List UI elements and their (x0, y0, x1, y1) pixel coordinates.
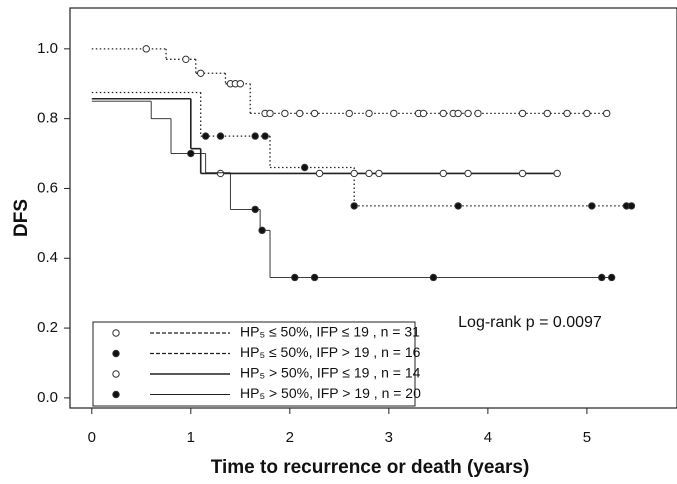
censor-marker (296, 109, 304, 118)
legend-marker (112, 370, 120, 378)
censor-marker (588, 202, 596, 210)
censor-marker (345, 109, 353, 118)
censor-marker (563, 109, 571, 118)
censor-marker (607, 273, 616, 282)
x-tick-label: 0 (88, 429, 96, 446)
censor-marker (315, 169, 324, 178)
censor-marker (429, 273, 438, 282)
censor-marker (350, 202, 358, 210)
y-tick-label: 0.8 (37, 110, 58, 127)
censor-marker (439, 109, 448, 118)
legend-marker (112, 329, 120, 337)
censor-marker (310, 109, 319, 118)
censor-marker (464, 169, 472, 178)
censor-marker (216, 169, 225, 178)
censor-marker (258, 226, 266, 235)
censor-marker (300, 163, 309, 172)
censor-marker (390, 109, 398, 118)
legend-text: HP₅ > 50%, IFP > 19 , n = 20 (240, 385, 421, 401)
censor-marker (201, 132, 210, 140)
censor-marker (454, 202, 462, 210)
censor-marker (464, 109, 472, 118)
x-axis-title: Time to recurrence or death (years) (211, 457, 530, 478)
censor-marker (251, 205, 259, 214)
censor-marker (281, 109, 289, 118)
censor-marker (602, 109, 611, 118)
censor-marker (583, 109, 591, 118)
x-tick-label: 5 (583, 429, 591, 446)
censor-marker (518, 109, 527, 118)
y-axis-title: DFS (11, 199, 32, 237)
legend-text: HP₅ > 50%, IFP ≤ 19 , n = 14 (240, 365, 421, 381)
x-tick-label: 2 (286, 429, 294, 446)
censor-marker (439, 169, 448, 178)
censor-marker (187, 149, 195, 158)
legend-text: HP₅ ≤ 50%, IFP ≤ 19 , n = 31 (240, 324, 420, 340)
censor-marker (627, 202, 636, 210)
x-tick-label: 4 (484, 429, 492, 446)
legend-text: HP₅ ≤ 50%, IFP > 19 , n = 16 (240, 344, 421, 360)
censor-marker (261, 132, 269, 140)
y-tick-label: 0.6 (37, 179, 58, 196)
censor-marker (142, 45, 150, 53)
y-tick-label: 0.2 (37, 319, 58, 336)
censor-marker (598, 273, 606, 282)
censor-marker (553, 169, 561, 178)
censor-marker (216, 132, 225, 140)
y-tick-label: 0.0 (37, 389, 58, 406)
censor-marker (310, 273, 319, 282)
censor-marker (182, 55, 190, 64)
censor-marker (197, 69, 205, 77)
censor-marker (365, 109, 373, 118)
censor-marker (236, 80, 245, 88)
censor-marker (518, 169, 527, 178)
x-tick-label: 3 (385, 429, 393, 446)
annotation: Log-rank p = 0.0097 (458, 314, 602, 331)
censor-marker (454, 109, 462, 118)
censor-marker (543, 109, 551, 118)
censor-marker (365, 169, 373, 178)
censor-marker (251, 132, 259, 140)
censor-marker (375, 169, 383, 178)
x-tick-label: 1 (187, 429, 195, 446)
y-tick-label: 1.0 (37, 40, 58, 57)
censor-marker (291, 273, 299, 282)
y-tick-label: 0.4 (37, 249, 58, 266)
legend-marker (112, 390, 120, 399)
censor-marker (474, 109, 482, 118)
censor-marker (419, 109, 428, 118)
censor-marker (266, 109, 274, 118)
legend-marker (112, 349, 120, 358)
plot-frame (69, 7, 677, 409)
censor-marker (350, 169, 358, 178)
legend-box (92, 321, 416, 407)
